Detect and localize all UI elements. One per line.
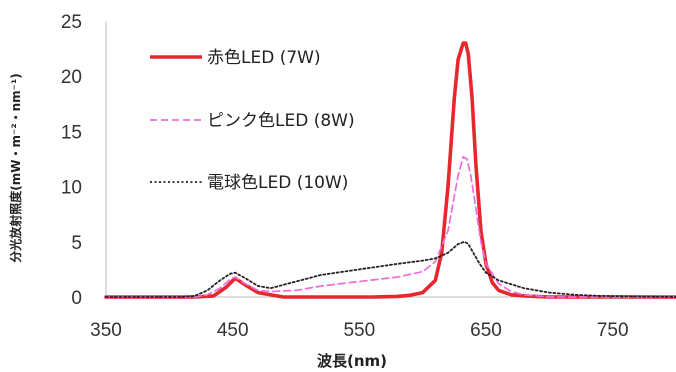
series-line-3 xyxy=(105,240,676,298)
y-tick-label: 15 xyxy=(61,122,82,143)
y-tick-label: 5 xyxy=(71,233,82,254)
series-line-1 xyxy=(104,41,676,299)
x-tick-label: 350 xyxy=(90,320,122,341)
x-tick-labels: 350 450 550 650 750 xyxy=(90,320,628,341)
series-line-2 xyxy=(105,155,676,298)
y-tick-label: 10 xyxy=(61,178,82,199)
legend-label-3: 電球色LED (10W) xyxy=(207,173,348,193)
x-tick-label: 550 xyxy=(343,320,375,341)
x-tick-label: 750 xyxy=(597,320,629,341)
y-tick-label: 25 xyxy=(61,12,82,33)
legend-label-2: ピンク色LED (8W) xyxy=(207,111,355,131)
x-axis-title: 波長(nm) xyxy=(317,352,387,370)
y-tick-label: 20 xyxy=(61,67,82,88)
plot-axes xyxy=(105,21,676,298)
y-tick-label: 0 xyxy=(71,288,82,309)
series-lines xyxy=(104,41,676,299)
legend-label-1: 赤色LED (7W) xyxy=(207,48,321,68)
legend: 赤色LED (7W) ピンク色LED (8W) 電球色LED (10W) xyxy=(150,48,355,193)
x-tick-label: 450 xyxy=(217,320,249,341)
y-axis-title: 分光放射照度(mW・m⁻²・nm⁻¹) xyxy=(8,73,23,262)
x-tick-label: 650 xyxy=(470,320,502,341)
y-tick-labels: 0 5 10 15 20 25 xyxy=(61,12,82,309)
